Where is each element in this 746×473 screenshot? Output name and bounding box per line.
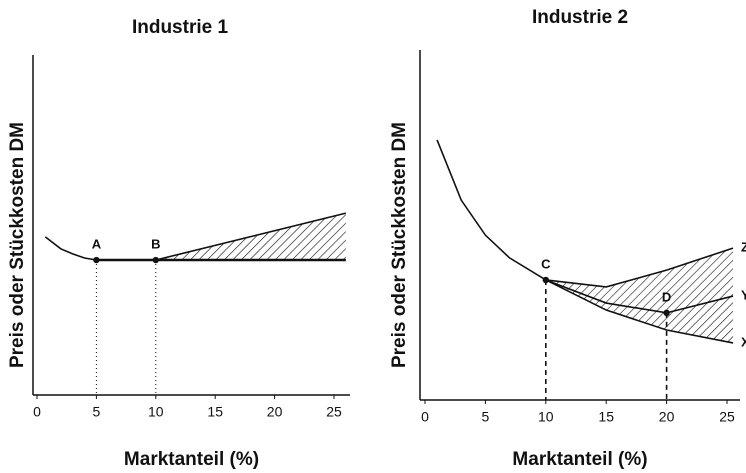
series-label: Z [741,240,746,255]
x-tick-label: 5 [482,409,490,425]
curve [545,279,734,314]
x-tick-label: 25 [719,409,735,425]
x-tick-label: 20 [659,409,675,425]
x-tick-label: 0 [421,409,429,425]
point [663,309,670,317]
series-label: Y [741,287,746,302]
x-tick-label: 0 [33,404,41,420]
x-tick-label: 25 [326,404,342,420]
point [152,256,159,264]
y-axis-label: Preis oder Stückkosten DM [389,122,410,368]
chart-title: Industrie 2 [532,7,628,28]
point [542,276,549,284]
x-tick-label: 10 [538,409,554,425]
point [93,256,100,264]
point-label: C [541,256,551,271]
curve [545,247,734,288]
x-tick-label: 15 [598,409,614,425]
curve [155,212,347,261]
point-label: B [151,236,160,251]
x-tick-label: 20 [267,404,283,420]
curve [436,139,547,281]
point-label: A [92,236,102,251]
series-label: X [741,334,746,349]
hatched-area [545,248,734,343]
y-axis-label: Preis oder Stückkosten DM [7,122,28,368]
x-axis-label: Marktanteil (%) [124,449,259,470]
point-label: D [662,289,671,304]
x-tick-label: 15 [207,404,223,420]
curve [44,236,97,261]
curve [545,279,734,344]
x-tick-label: 10 [148,404,164,420]
x-axis-label: Marktanteil (%) [512,449,647,470]
x-tick-label: 5 [93,404,101,420]
chart-title: Industrie 1 [132,17,229,38]
